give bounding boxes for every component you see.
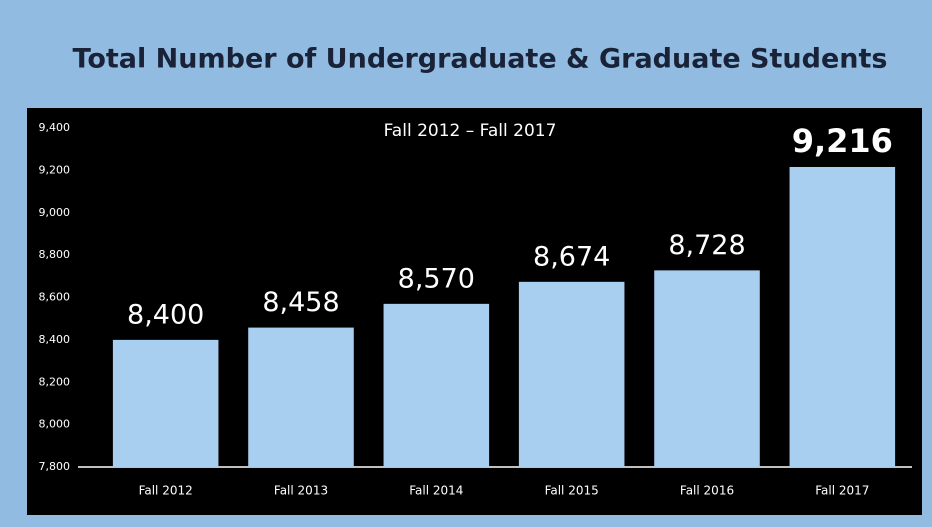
y-tick-label: 8,600 <box>39 291 71 304</box>
bar <box>654 270 760 467</box>
chart-subtitle: Fall 2012 – Fall 2017 <box>384 121 557 141</box>
chart-title: Total Number of Undergraduate & Graduate… <box>73 44 888 75</box>
y-tick-label: 7,800 <box>39 460 71 473</box>
value-label: 8,458 <box>262 287 339 318</box>
x-tick-label: Fall 2016 <box>680 484 734 498</box>
y-tick-label: 8,800 <box>39 248 71 261</box>
bar <box>518 281 625 467</box>
x-tick-label: Fall 2012 <box>139 484 193 498</box>
bar <box>248 327 354 467</box>
value-label: 8,570 <box>398 263 475 294</box>
value-label: 8,400 <box>127 299 204 330</box>
y-tick-label: 8,000 <box>39 418 71 431</box>
x-tick-label: Fall 2013 <box>274 484 328 498</box>
y-tick-label: 9,400 <box>39 121 71 134</box>
y-tick-label: 9,000 <box>39 206 71 219</box>
value-label: 8,728 <box>668 230 745 261</box>
x-tick-label: Fall 2017 <box>815 484 869 498</box>
y-tick-label: 8,400 <box>39 333 71 346</box>
bar <box>112 339 219 467</box>
value-label: 9,216 <box>792 122 893 160</box>
bar <box>789 166 896 468</box>
y-tick-label: 9,200 <box>39 163 71 176</box>
x-tick-label: Fall 2014 <box>409 484 463 498</box>
y-tick-label: 8,200 <box>39 375 71 388</box>
bar <box>383 303 490 467</box>
x-tick-label: Fall 2015 <box>545 484 599 498</box>
value-label: 8,674 <box>533 241 610 272</box>
